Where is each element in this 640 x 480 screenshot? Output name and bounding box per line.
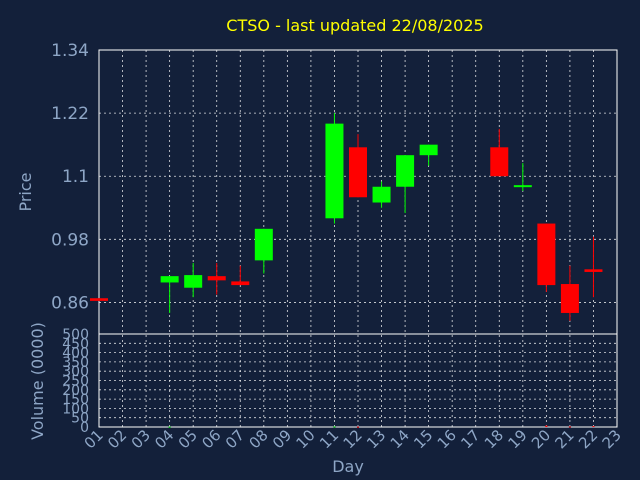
volume-tick-label: 300 xyxy=(62,364,89,380)
x-tick-label: 20 xyxy=(528,426,554,452)
x-tick-label: 14 xyxy=(387,426,413,452)
price-tick-label: 0.98 xyxy=(51,230,89,250)
x-tick-label: 05 xyxy=(175,426,201,452)
volume-axis-label: Volume (0000) xyxy=(28,322,47,440)
volume-tick-label: 200 xyxy=(62,383,89,399)
x-tick-label: 03 xyxy=(128,426,154,452)
volume-bar xyxy=(568,426,571,428)
x-tick-label: 08 xyxy=(245,426,271,452)
volume-tick-label: 450 xyxy=(62,336,89,352)
candle-body xyxy=(419,144,438,156)
candle-body xyxy=(184,275,203,288)
candle-body xyxy=(231,281,250,286)
x-axis-label: Day xyxy=(332,457,364,476)
volume-bar xyxy=(545,425,548,427)
x-tick-label: 21 xyxy=(552,426,578,452)
x-tick-label: 15 xyxy=(410,426,436,452)
candle-body xyxy=(372,186,391,203)
volume-bar xyxy=(592,426,595,428)
chart-title: CTSO - last updated 22/08/2025 xyxy=(226,16,483,35)
candle-body xyxy=(349,147,367,198)
candle-body xyxy=(325,123,344,219)
price-axis-label: Price xyxy=(16,172,35,211)
candle-body xyxy=(537,223,556,286)
x-tick-label: 18 xyxy=(481,426,507,452)
x-tick-label: 22 xyxy=(575,426,601,452)
x-tick-label: 13 xyxy=(363,426,389,452)
x-tick-label: 10 xyxy=(293,426,319,452)
candle-body xyxy=(584,269,603,272)
volume-bar xyxy=(168,426,171,428)
x-tick-label: 23 xyxy=(599,426,625,452)
volume-tick-label: 150 xyxy=(62,392,89,408)
x-tick-label: 12 xyxy=(340,426,366,452)
volume-tick-label: 0 xyxy=(80,420,89,436)
volume-tick-label: 50 xyxy=(71,411,89,427)
x-tick-label: 09 xyxy=(269,426,295,452)
candle-body xyxy=(160,276,179,283)
volume-bar xyxy=(333,426,336,428)
x-tick-label: 02 xyxy=(104,426,130,452)
candle-body xyxy=(560,284,579,313)
volume-tick-label: 350 xyxy=(62,355,89,371)
volume-bars-layer xyxy=(168,425,595,428)
x-tick-label: 06 xyxy=(198,426,224,452)
candles-layer xyxy=(90,113,603,321)
candle-body xyxy=(90,298,108,301)
candle-body xyxy=(513,185,532,188)
volume-tick-label: 100 xyxy=(62,401,89,417)
price-tick-label: 0.86 xyxy=(51,293,89,313)
price-tick-label: 1.22 xyxy=(51,104,89,124)
candle-body xyxy=(207,276,226,281)
volume-tick-label: 250 xyxy=(62,374,89,390)
price-tick-label: 1.34 xyxy=(51,41,89,61)
candle-body xyxy=(490,147,509,177)
candle-body xyxy=(396,155,415,187)
x-tick-label: 04 xyxy=(151,426,177,452)
x-tick-label: 17 xyxy=(457,426,483,452)
x-tick-label: 07 xyxy=(222,426,248,452)
volume-tick-label: 500 xyxy=(62,327,89,343)
x-tick-label: 16 xyxy=(434,426,460,452)
volume-bar xyxy=(357,426,359,428)
candle-body xyxy=(254,228,273,261)
x-tick-label: 19 xyxy=(504,426,530,452)
x-tick-label: 11 xyxy=(316,426,342,452)
price-tick-label: 1.1 xyxy=(62,167,89,187)
volume-tick-label: 400 xyxy=(62,346,89,362)
